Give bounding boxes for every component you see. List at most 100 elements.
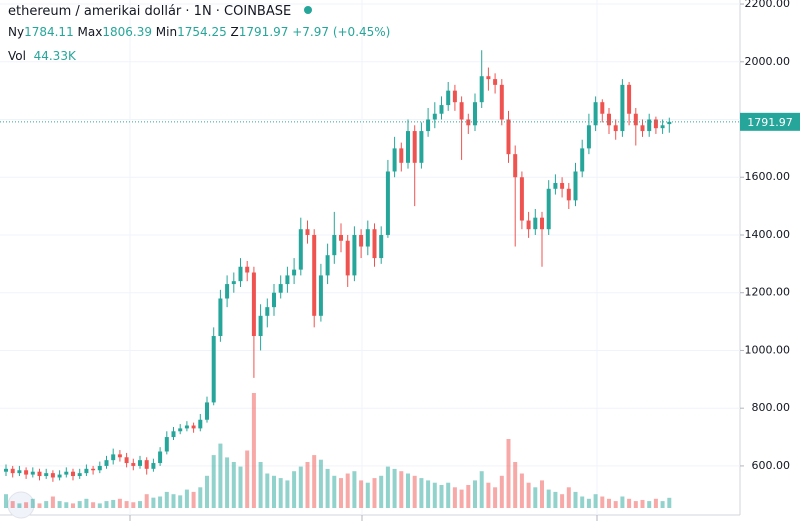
- candle-body: [77, 473, 82, 477]
- candle-body: [104, 460, 109, 466]
- volume-bar: [84, 498, 89, 508]
- candle-body: [245, 266, 250, 273]
- volume-bar: [64, 502, 69, 508]
- candle-body: [613, 125, 618, 132]
- candle-body: [151, 463, 156, 469]
- candle-body: [171, 431, 176, 438]
- candle-body: [44, 473, 49, 477]
- volume-bar: [493, 487, 498, 508]
- candle-body: [191, 425, 196, 429]
- candle-body: [64, 471, 69, 475]
- volume-bar: [124, 501, 129, 508]
- y-tick-label: 2000.00: [745, 55, 791, 68]
- candle-body: [620, 84, 625, 132]
- price-label: 1791.97: [0, 112, 800, 131]
- candle-body: [540, 217, 544, 230]
- volume-bar: [553, 491, 558, 508]
- candle-body: [667, 121, 672, 125]
- volume-bar: [97, 503, 102, 508]
- candle-body: [452, 90, 457, 103]
- y-tick-label: 1400.00: [745, 228, 791, 241]
- candle-body: [573, 171, 578, 201]
- volume-bar: [446, 482, 451, 508]
- last-price-box: [740, 112, 800, 131]
- volume-bar: [71, 503, 75, 508]
- candle-body: [533, 217, 538, 230]
- candle-body: [231, 281, 236, 285]
- volume-bar: [647, 501, 652, 508]
- volume-label: Vol: [8, 49, 26, 63]
- candle-body: [258, 315, 263, 337]
- volume-bar: [352, 471, 357, 508]
- candle-body: [225, 284, 230, 299]
- volume-bar: [432, 482, 437, 508]
- volume-bar: [17, 503, 22, 508]
- volume-bar: [600, 496, 605, 508]
- volume-bar: [164, 491, 169, 508]
- candle-body: [486, 76, 491, 80]
- candle-body: [479, 76, 484, 103]
- legend-value: 1784.11: [24, 25, 74, 39]
- candle-body: [84, 468, 89, 474]
- legend-label: Min: [155, 25, 178, 39]
- candle-body: [660, 125, 665, 129]
- volume-bar: [312, 455, 317, 508]
- volume-bar: [332, 475, 337, 508]
- volume-bar: [506, 439, 511, 508]
- volume-bar: [292, 471, 297, 508]
- volume-bar: [573, 491, 578, 508]
- volume-bar: [37, 503, 42, 508]
- volume-bar: [486, 482, 491, 508]
- candle-body: [379, 234, 384, 259]
- candle-body: [419, 131, 424, 163]
- volume-bar: [151, 497, 156, 508]
- volume-bar: [499, 475, 504, 508]
- volume-bar: [593, 494, 598, 508]
- candle-body: [10, 468, 15, 474]
- candle-body: [17, 470, 22, 474]
- volume-bar: [526, 482, 531, 508]
- volume-bar: [245, 450, 250, 508]
- candle-body: [4, 468, 8, 472]
- candle-body: [607, 113, 611, 126]
- volume-bar: [426, 480, 431, 508]
- volume-bar: [533, 487, 538, 508]
- volume-bar: [205, 475, 209, 508]
- volume-bar: [580, 496, 585, 508]
- candle-body: [91, 468, 96, 471]
- candle-body: [211, 336, 216, 403]
- volume-bar: [24, 502, 29, 508]
- candle-body: [158, 451, 163, 464]
- candle-body: [653, 119, 658, 129]
- volume-bar: [339, 478, 343, 508]
- volume-bar: [640, 499, 645, 508]
- candle-body: [111, 454, 116, 461]
- candle-body: [493, 79, 498, 85]
- candle-body: [439, 105, 444, 114]
- legend-label: Z: [230, 25, 239, 39]
- candle-body: [50, 473, 55, 478]
- candle-body: [446, 90, 451, 106]
- candle-body: [57, 474, 62, 478]
- volume-bar: [412, 475, 417, 508]
- last-price-label: 1791.97: [747, 116, 793, 129]
- volume-bar: [473, 480, 477, 508]
- candle-body: [365, 229, 370, 247]
- volume-bar: [345, 473, 350, 508]
- volume-bar: [365, 482, 370, 508]
- candle-body: [546, 188, 551, 230]
- y-tick-label: 600.00: [752, 459, 791, 472]
- y-tick-label: 1000.00: [745, 343, 791, 356]
- candle-body: [406, 131, 410, 163]
- volume-bar: [131, 502, 136, 508]
- candle-body: [238, 266, 243, 282]
- candle-body: [560, 183, 565, 189]
- candle-body: [198, 419, 203, 429]
- candle-body: [566, 188, 571, 201]
- candle-body: [184, 425, 189, 429]
- volume-bar: [138, 501, 142, 508]
- legend-change: +7.97 (+0.45%): [292, 25, 391, 39]
- volume-bar: [144, 494, 149, 508]
- volume-bar: [272, 475, 276, 508]
